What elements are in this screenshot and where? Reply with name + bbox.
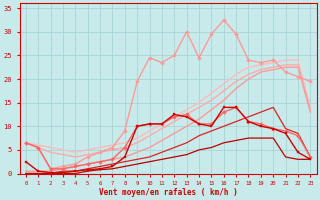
X-axis label: Vent moyen/en rafales ( km/h ): Vent moyen/en rafales ( km/h ) [99, 188, 237, 197]
